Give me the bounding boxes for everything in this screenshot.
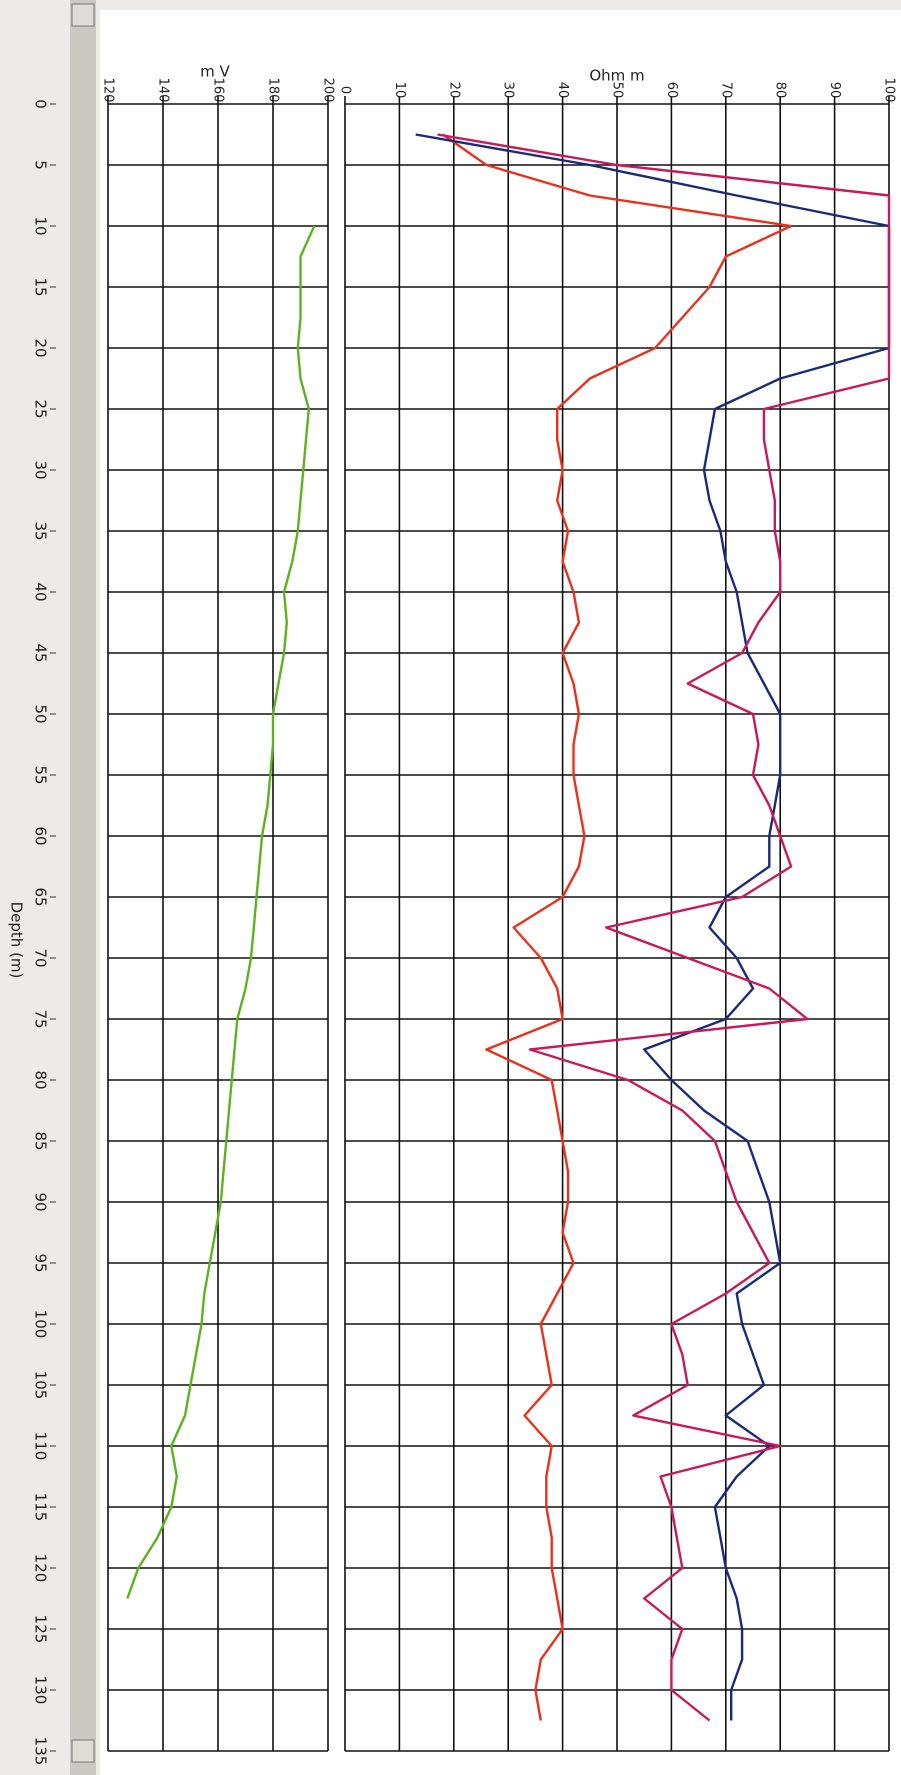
depth-tick-label: 90 [32,1192,50,1211]
log-curve [442,133,793,1721]
scroll-down-button[interactable] [71,1739,95,1763]
ohm-axis-title: Ohm m [589,67,644,85]
depth-tick-label: 75 [32,1009,50,1028]
depth-tick-label: 5 [32,160,50,170]
value-tick-label: 80 [773,82,788,99]
value-tick-label: 200 [321,78,336,103]
value-tick-label: 0 [338,86,353,94]
depth-axis-title: Depth (m) [8,902,26,979]
depth-tick-label: 65 [32,887,50,906]
depth-tick-label: 50 [32,704,50,723]
depth-tick-label: 45 [32,643,50,662]
scrollbar[interactable] [70,0,96,1775]
depth-tick-label: 55 [32,765,50,784]
plot-background [100,10,901,1775]
value-tick-label: 50 [610,82,625,99]
log-curve [126,225,316,1599]
log-curve [415,133,891,1721]
depth-tick-label: 100 [32,1310,50,1339]
depth-tick-label: 110 [32,1432,50,1461]
depth-tick-label: 40 [32,582,50,601]
depth-tick-label: 130 [32,1676,50,1705]
value-tick-label: 30 [501,82,516,99]
depth-tick-label: 20 [32,338,50,357]
value-tick-label: 40 [555,82,570,99]
value-tick-label: 20 [446,82,461,99]
log-curve [437,133,891,1722]
depth-tick-label: 70 [32,948,50,967]
depth-tick-label: 95 [32,1253,50,1272]
value-tick-label: 180 [266,78,281,103]
depth-tick-label: 125 [32,1615,50,1644]
depth-tick-label: 15 [32,277,50,296]
value-tick-label: 90 [827,82,842,99]
depth-tick-label: 35 [32,521,50,540]
depth-tick-label: 60 [32,826,50,845]
depth-tick-label: 10 [32,216,50,235]
value-tick-label: 70 [718,82,733,99]
mv-axis-title: m V [200,63,230,81]
value-tick-label: 60 [664,82,679,99]
value-tick-label: 140 [156,78,171,103]
depth-tick-label: 25 [32,399,50,418]
value-tick-label: 100 [882,78,897,103]
depth-tick-label: 0 [32,99,50,109]
depth-tick-label: 80 [32,1070,50,1089]
value-tick-label: 160 [211,78,226,103]
depth-tick-label: 135 [32,1737,50,1766]
depth-tick-label: 30 [32,460,50,479]
depth-tick-label: 85 [32,1131,50,1150]
depth-tick-label: 115 [32,1493,50,1522]
depth-tick-label: 105 [32,1371,50,1400]
value-tick-label: 120 [101,78,116,103]
depth-tick-label: 120 [32,1554,50,1583]
value-tick-label: 10 [392,82,407,99]
scroll-up-button[interactable] [71,3,95,27]
